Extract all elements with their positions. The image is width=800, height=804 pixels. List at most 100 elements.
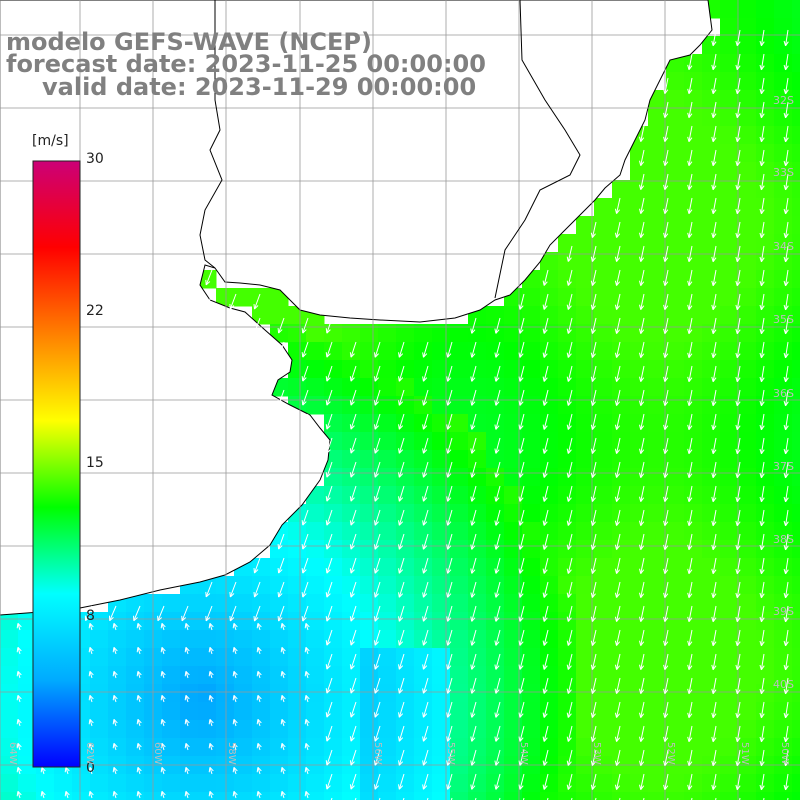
wind-speed-cell (612, 306, 631, 325)
wind-speed-cell (324, 630, 343, 649)
wind-speed-cell (468, 738, 487, 757)
wind-speed-cell (450, 396, 469, 415)
wind-speed-cell (648, 684, 667, 703)
wind-speed-cell (612, 342, 631, 361)
wind-speed-cell (720, 72, 739, 91)
wind-speed-cell (162, 666, 181, 685)
wind-speed-cell (558, 288, 577, 307)
wind-speed-cell (792, 648, 800, 667)
wind-speed-cell (702, 666, 721, 685)
lat-label: 32S (773, 94, 794, 107)
wind-speed-cell (288, 702, 307, 721)
wind-speed-cell (558, 378, 577, 397)
wind-speed-cell (738, 360, 757, 379)
wind-speed-cell (522, 594, 541, 613)
wind-speed-cell (738, 396, 757, 415)
wind-speed-cell (180, 792, 199, 800)
wind-speed-cell (792, 774, 800, 793)
wind-speed-cell (468, 774, 487, 793)
wind-speed-cell (0, 774, 19, 793)
wind-speed-cell (702, 342, 721, 361)
wind-speed-cell (756, 702, 775, 721)
wind-speed-cell (702, 648, 721, 667)
lon-label: 53W (591, 742, 602, 765)
wind-speed-cell (738, 234, 757, 253)
wind-speed-cell (558, 666, 577, 685)
wind-speed-cell (756, 738, 775, 757)
wind-speed-cell (270, 558, 289, 577)
wind-speed-cell (756, 36, 775, 55)
wind-speed-cell (648, 648, 667, 667)
wind-speed-cell (450, 702, 469, 721)
wind-speed-cell (630, 648, 649, 667)
wind-speed-cell (792, 360, 800, 379)
wind-speed-cell (162, 738, 181, 757)
wind-speed-cell (522, 666, 541, 685)
wind-speed-cell (702, 108, 721, 127)
wind-speed-cell (648, 720, 667, 739)
wind-speed-cell (792, 198, 800, 217)
wind-speed-cell (342, 720, 361, 739)
wind-speed-cell (342, 414, 361, 433)
wind-speed-cell (486, 306, 505, 325)
wind-speed-cell (324, 684, 343, 703)
wind-speed-cell (468, 594, 487, 613)
wind-speed-cell (180, 630, 199, 649)
wind-speed-cell (522, 378, 541, 397)
wind-speed-cell (666, 630, 685, 649)
wind-speed-cell (594, 468, 613, 487)
wind-speed-cell (774, 576, 793, 595)
valid-date: valid date: 2023-11-29 00:00:00 (42, 73, 476, 101)
wind-speed-cell (684, 684, 703, 703)
wind-speed-cell (432, 504, 451, 523)
wind-speed-cell (396, 630, 415, 649)
wind-speed-cell (612, 270, 631, 289)
wind-speed-cell (756, 522, 775, 541)
wind-speed-cell (756, 594, 775, 613)
wind-speed-cell (774, 0, 793, 19)
wind-speed-cell (648, 792, 667, 800)
wind-speed-cell (504, 486, 523, 505)
wind-speed-cell (630, 432, 649, 451)
wind-speed-cell (756, 648, 775, 667)
wind-speed-cell (288, 666, 307, 685)
wind-speed-cell (108, 774, 127, 793)
wind-speed-cell (234, 684, 253, 703)
wind-speed-cell (720, 576, 739, 595)
wind-speed-cell (162, 684, 181, 703)
wind-speed-cell (342, 558, 361, 577)
lon-label: 58W (226, 742, 237, 765)
wind-speed-cell (756, 540, 775, 559)
wind-speed-cell (666, 414, 685, 433)
wind-speed-cell (684, 738, 703, 757)
wind-speed-cell (612, 702, 631, 721)
wind-speed-cell (738, 522, 757, 541)
wind-speed-cell (774, 288, 793, 307)
wind-speed-cell (774, 270, 793, 289)
wind-speed-cell (522, 702, 541, 721)
wind-speed-cell (540, 648, 559, 667)
wind-speed-cell (558, 522, 577, 541)
wind-speed-cell (792, 792, 800, 800)
wind-speed-cell (630, 666, 649, 685)
wind-speed-cell (306, 666, 325, 685)
wind-speed-cell (468, 342, 487, 361)
wind-speed-cell (414, 558, 433, 577)
wind-speed-cell (738, 594, 757, 613)
wind-speed-cell (738, 198, 757, 217)
wind-speed-cell (234, 792, 253, 800)
wind-speed-cell (702, 738, 721, 757)
wind-speed-cell (792, 288, 800, 307)
wind-speed-cell (36, 774, 55, 793)
wind-speed-cell (774, 126, 793, 145)
wind-speed-cell (720, 450, 739, 469)
wind-speed-cell (486, 342, 505, 361)
wind-speed-cell (738, 54, 757, 73)
lat-label: 35S (773, 313, 794, 326)
wind-speed-cell (666, 288, 685, 307)
wind-speed-cell (252, 288, 271, 307)
wind-speed-cell (612, 198, 631, 217)
wind-speed-cell (378, 630, 397, 649)
wind-speed-cell (162, 612, 181, 631)
wind-speed-cell (666, 378, 685, 397)
